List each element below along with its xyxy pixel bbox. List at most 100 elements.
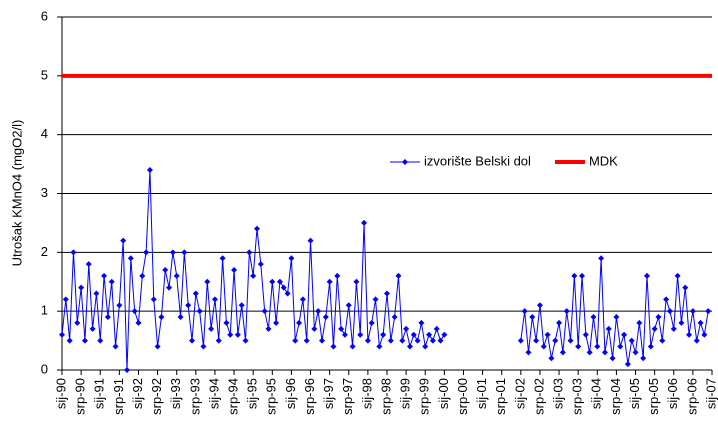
x-tick-label: srp-00 xyxy=(455,378,470,415)
data-point xyxy=(158,314,165,321)
data-point xyxy=(361,219,368,226)
data-point xyxy=(349,343,356,350)
data-point xyxy=(311,325,318,332)
data-point xyxy=(78,284,85,291)
x-tick-label: sij-90 xyxy=(53,378,68,409)
legend-label: MDK xyxy=(589,153,618,168)
data-point xyxy=(663,296,670,303)
data-point xyxy=(208,325,215,332)
data-point xyxy=(146,166,153,173)
data-point xyxy=(81,337,88,344)
y-tick-label: 2 xyxy=(41,244,48,259)
data-point xyxy=(242,337,249,344)
data-point xyxy=(655,314,662,321)
data-point xyxy=(315,308,322,315)
y-axis-label: Utrošak KMnO4 (mgO2/l) xyxy=(9,120,24,267)
x-tick-label: sij-95 xyxy=(245,378,260,409)
data-point xyxy=(265,325,272,332)
data-point xyxy=(647,343,654,350)
data-point xyxy=(101,272,108,279)
x-tick-label: sij-97 xyxy=(321,378,336,409)
data-point xyxy=(686,331,693,338)
data-point xyxy=(705,308,712,315)
data-point xyxy=(659,337,666,344)
data-point xyxy=(628,337,635,344)
data-point xyxy=(391,314,398,321)
data-point xyxy=(594,343,601,350)
x-tick-label: sij-06 xyxy=(665,378,680,409)
data-point xyxy=(143,249,150,256)
data-point xyxy=(292,337,299,344)
data-point xyxy=(246,249,253,256)
x-tick-label: sij-07 xyxy=(703,378,718,409)
data-point xyxy=(288,255,295,262)
data-point xyxy=(257,261,264,268)
data-point xyxy=(250,272,257,279)
data-point xyxy=(621,331,628,338)
x-tick-label: sij-91 xyxy=(92,378,107,409)
data-point xyxy=(261,308,268,315)
x-tick-label: sij-98 xyxy=(359,378,374,409)
data-point xyxy=(624,361,631,368)
x-tick-label: srp-98 xyxy=(378,378,393,415)
data-point xyxy=(548,355,555,362)
x-tick-label: srp-93 xyxy=(187,378,202,415)
data-point xyxy=(154,343,161,350)
data-point xyxy=(322,314,329,321)
x-tick-label: srp-94 xyxy=(225,378,240,415)
data-point xyxy=(678,319,685,326)
data-point xyxy=(640,355,647,362)
data-point xyxy=(579,272,585,279)
data-point xyxy=(276,278,283,285)
data-point xyxy=(586,349,593,356)
data-point xyxy=(387,337,394,344)
data-point xyxy=(693,337,700,344)
data-point xyxy=(135,319,142,326)
data-point xyxy=(437,337,444,344)
x-tick-label: srp-02 xyxy=(531,378,546,415)
x-tick-label: sij-96 xyxy=(283,378,298,409)
data-point xyxy=(380,331,387,338)
data-point xyxy=(644,272,650,279)
data-point xyxy=(582,331,589,338)
x-tick-label: sij-04 xyxy=(589,378,604,409)
data-point xyxy=(108,278,115,285)
data-point xyxy=(364,337,371,344)
data-point xyxy=(192,290,199,297)
data-point xyxy=(338,325,345,332)
data-point xyxy=(571,272,578,279)
data-point xyxy=(590,314,597,321)
data-point xyxy=(525,349,532,356)
data-point xyxy=(636,319,643,326)
data-point xyxy=(116,302,123,309)
data-point xyxy=(544,331,551,338)
data-point xyxy=(613,314,620,321)
x-tick-label: srp-90 xyxy=(73,378,88,415)
x-tick-label: sij-01 xyxy=(474,378,489,409)
data-point xyxy=(559,349,566,356)
data-point xyxy=(426,331,433,338)
data-point xyxy=(166,284,173,291)
data-point xyxy=(177,314,184,321)
data-point xyxy=(670,325,677,332)
data-point xyxy=(254,225,260,232)
x-tick-label: sij-05 xyxy=(627,378,642,409)
x-tick-label: srp-01 xyxy=(493,378,508,415)
data-point xyxy=(66,337,73,344)
x-tick-label: srp-04 xyxy=(608,378,623,415)
data-point xyxy=(112,343,119,350)
data-point xyxy=(334,272,341,279)
data-point xyxy=(62,296,69,303)
y-tick-label: 5 xyxy=(41,67,48,82)
data-point xyxy=(219,255,226,262)
data-point xyxy=(211,296,218,303)
data-point xyxy=(357,331,364,338)
data-point xyxy=(598,255,605,262)
data-point xyxy=(150,296,157,303)
data-point xyxy=(563,308,570,315)
data-point xyxy=(173,272,180,279)
y-tick-label: 0 xyxy=(41,361,48,376)
data-point xyxy=(701,331,708,338)
data-point xyxy=(131,308,138,315)
